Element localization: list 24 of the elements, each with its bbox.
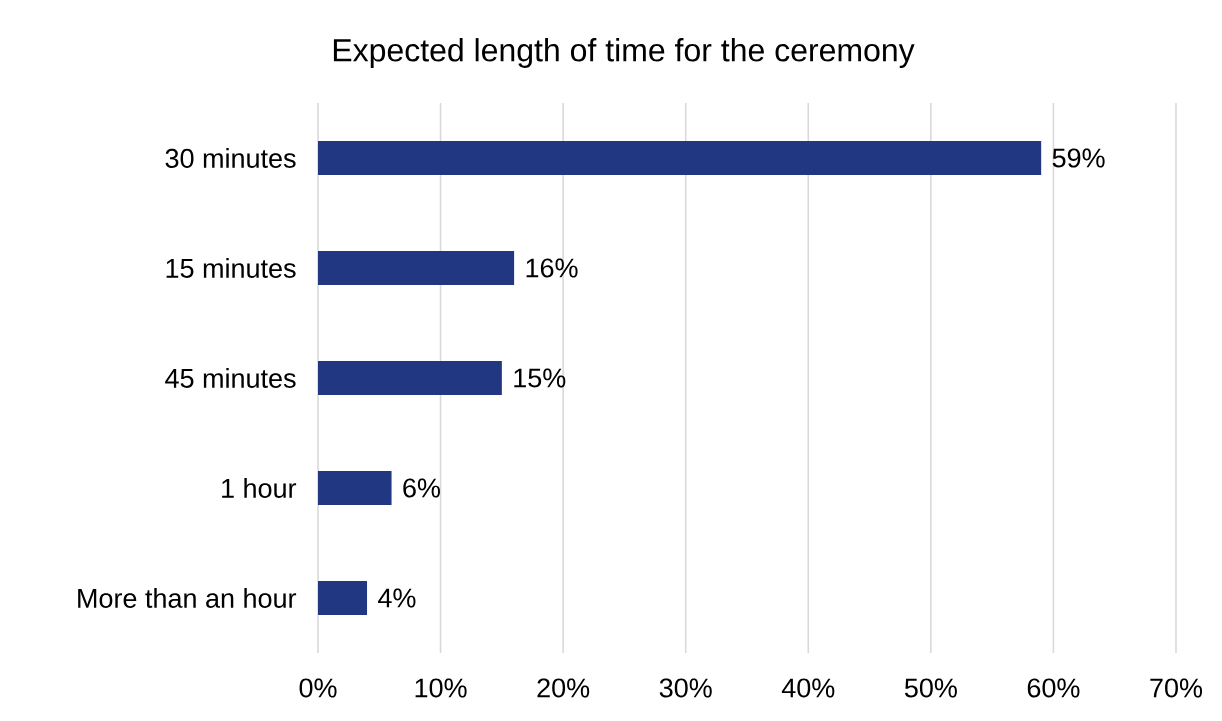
x-tick-label: 50% (904, 678, 957, 698)
x-tick-label: 60% (1027, 678, 1080, 698)
chart-title: Expected length of time for the ceremony (333, 38, 915, 68)
bar (318, 471, 392, 506)
y-tick-label: 30 minutes (165, 148, 296, 168)
data-label: 59% (1052, 148, 1105, 168)
y-tick-label: More than an hour (78, 588, 297, 608)
data-label: 6% (403, 478, 440, 498)
bar (318, 251, 515, 286)
x-tick-label: 30% (659, 678, 712, 698)
bar (318, 361, 502, 396)
y-tick-label: 1 hour (222, 478, 297, 498)
x-tick-label: 20% (537, 678, 590, 698)
data-label: 4% (378, 588, 416, 608)
x-tick-label: 40% (781, 678, 835, 698)
x-tick-label: 10% (415, 678, 467, 698)
y-tick-label: 15 minutes (166, 258, 296, 278)
x-tick-label: 0% (299, 678, 337, 698)
bar (318, 141, 1042, 176)
data-label: 16% (526, 258, 578, 278)
y-tick-label: 45 minutes (165, 368, 296, 388)
bar (318, 581, 368, 616)
x-tick-label: 70% (1150, 678, 1203, 698)
data-label: 15% (514, 368, 566, 388)
